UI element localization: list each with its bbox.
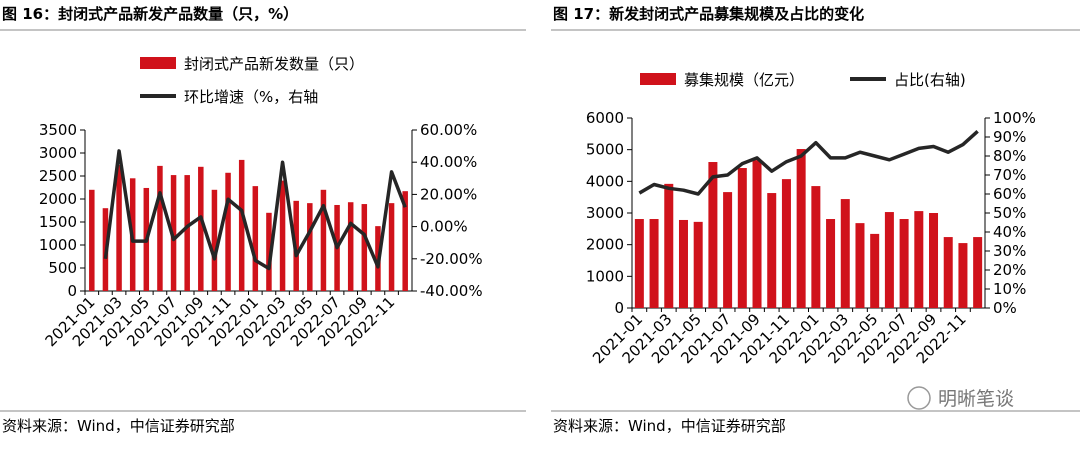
- y2-tick-label: 20.00%: [420, 185, 477, 203]
- y2-tick-label: 0%: [993, 299, 1017, 317]
- y-tick-label: 5000: [586, 141, 624, 159]
- y-tick-label: 2000: [39, 190, 77, 208]
- y-tick-label: 6000: [586, 109, 624, 127]
- bar: [157, 165, 163, 291]
- bar: [649, 219, 659, 308]
- bar: [198, 166, 204, 291]
- bar: [252, 186, 259, 291]
- bar: [914, 211, 924, 308]
- chart-title: 图 16：封闭式产品新发产品数量（只，%）: [2, 5, 298, 23]
- bar: [279, 180, 286, 291]
- bar: [781, 179, 791, 308]
- bar: [840, 199, 850, 308]
- bar: [266, 212, 272, 291]
- bar: [826, 219, 836, 308]
- bar: [737, 168, 747, 308]
- y-tick-label: 2000: [586, 236, 624, 254]
- y2-tick-label: 50%: [993, 204, 1026, 222]
- line-series: [638, 130, 979, 196]
- legend-label: 封闭式产品新发数量（只）: [184, 55, 364, 73]
- bar: [958, 243, 968, 308]
- legend-swatch: [640, 73, 676, 85]
- y-tick-label: 500: [48, 259, 77, 277]
- source: 资料来源：Wind，中信证券研究部: [553, 417, 786, 435]
- bar: [693, 221, 703, 308]
- bar: [767, 193, 777, 308]
- bar: [973, 237, 983, 308]
- watermark-icon: [907, 386, 931, 410]
- bar: [929, 213, 939, 308]
- y2-tick-label: 90%: [993, 128, 1026, 146]
- bar: [708, 162, 718, 308]
- bar: [634, 219, 644, 308]
- y2-tick-label: 40.00%: [420, 153, 477, 171]
- bar: [899, 219, 909, 308]
- bar: [320, 189, 327, 291]
- bar: [943, 237, 953, 308]
- y-tick-label: 0: [67, 282, 77, 300]
- y2-tick-label: -20.00%: [420, 250, 483, 268]
- bar: [752, 160, 762, 308]
- y2-tick-label: 80%: [993, 147, 1026, 165]
- bar: [170, 175, 177, 291]
- y2-tick-label: 20%: [993, 261, 1026, 279]
- line-series: [103, 149, 407, 271]
- y-tick-label: 2500: [39, 167, 77, 185]
- bar: [723, 192, 733, 308]
- y2-tick-label: 100%: [993, 109, 1036, 127]
- bar: [664, 183, 674, 308]
- bar: [116, 164, 122, 291]
- y2-tick-label: 60.00%: [420, 121, 477, 139]
- y2-tick-label: 60%: [993, 185, 1026, 203]
- y2-tick-label: 70%: [993, 166, 1026, 184]
- legend-label: 占比(右轴): [894, 71, 966, 89]
- chart-title: 图 17：新发封闭式产品募集规模及占比的变化: [553, 5, 864, 23]
- bar: [361, 204, 368, 291]
- bar: [678, 219, 688, 308]
- legend-label: 募集规模（亿元）: [684, 71, 804, 89]
- y-tick-label: 4000: [586, 172, 624, 190]
- y-tick-label: 1000: [39, 236, 77, 254]
- bar: [184, 175, 190, 291]
- y-tick-label: 0: [614, 299, 624, 317]
- y-tick-label: 3500: [39, 121, 77, 139]
- y2-tick-label: 10%: [993, 280, 1026, 298]
- y-tick-label: 3000: [39, 144, 77, 162]
- bar: [811, 186, 821, 308]
- bar: [855, 223, 865, 308]
- y2-tick-label: -40.00%: [420, 282, 483, 300]
- bar: [388, 203, 395, 291]
- y-tick-label: 1000: [586, 267, 624, 285]
- legend-label: 环比增速（%，右轴: [184, 88, 318, 106]
- source: 资料来源：Wind，中信证券研究部: [2, 417, 235, 435]
- bar: [347, 202, 354, 291]
- bar: [884, 212, 894, 308]
- y-tick-label: 1500: [39, 213, 77, 231]
- legend-swatch: [140, 57, 176, 69]
- bar: [211, 189, 218, 291]
- bar: [238, 159, 245, 291]
- watermark: 明晰笔谈: [938, 388, 1014, 410]
- bar: [307, 203, 313, 291]
- y2-tick-label: 40%: [993, 223, 1026, 241]
- bar: [870, 233, 880, 308]
- y2-tick-label: 0.00%: [420, 218, 468, 236]
- bar: [89, 189, 95, 291]
- bar: [796, 149, 806, 308]
- y2-tick-label: 30%: [993, 242, 1026, 260]
- bar: [402, 191, 408, 291]
- bar: [225, 172, 231, 291]
- y-tick-label: 3000: [586, 204, 624, 222]
